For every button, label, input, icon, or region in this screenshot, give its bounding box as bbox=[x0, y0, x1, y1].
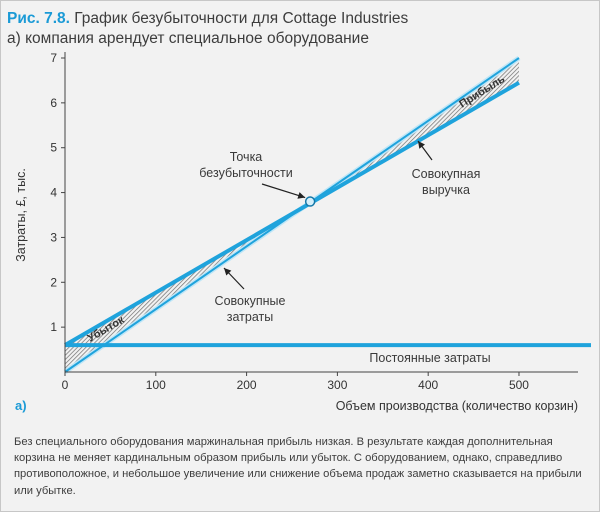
break-even-arrow-head bbox=[297, 192, 306, 199]
break-even-label-line-0: Точка bbox=[230, 150, 263, 164]
x-tick-label-400: 400 bbox=[418, 378, 438, 392]
y-tick-label-6: 6 bbox=[50, 96, 57, 110]
total-cost-label-line-1: затраты bbox=[227, 310, 273, 324]
y-tick-label-1: 1 bbox=[50, 320, 57, 334]
x-tick-label-200: 200 bbox=[237, 378, 257, 392]
figure-title-line: Рис. 7.8. График безубыточности для Cott… bbox=[7, 9, 593, 29]
total-cost-arrow-head bbox=[224, 268, 232, 276]
y-tick-label-7: 7 bbox=[50, 51, 57, 65]
revenue-arrow-head bbox=[418, 141, 425, 149]
total-cost-arrow bbox=[223, 267, 245, 290]
y-tick-label-2: 2 bbox=[50, 275, 57, 289]
x-tick-label-100: 100 bbox=[146, 378, 166, 392]
break-even-point bbox=[304, 196, 316, 207]
subfigure-label: а) bbox=[15, 398, 27, 413]
revenue-arrow bbox=[417, 140, 433, 161]
revenue-label-line-1: выручка bbox=[422, 183, 470, 197]
y-axis-label: Затраты, £, тыс. bbox=[14, 168, 28, 262]
revenue-label-line-0: Совокупная bbox=[412, 167, 481, 181]
fixed-cost-label: Постоянные затраты bbox=[369, 351, 490, 365]
y-tick-label-4: 4 bbox=[50, 186, 57, 200]
figure-subtitle: а) компания арендует специальное оборудо… bbox=[7, 30, 369, 47]
total-cost-line bbox=[63, 80, 520, 347]
x-tick-label-500: 500 bbox=[509, 378, 529, 392]
y-tick-label-5: 5 bbox=[50, 141, 57, 155]
figure-header: Рис. 7.8. График безубыточности для Cott… bbox=[7, 9, 593, 49]
break-even-arrow bbox=[261, 183, 306, 199]
break-even-arrow-shaft bbox=[261, 183, 306, 199]
x-tick-label-300: 300 bbox=[327, 378, 347, 392]
y-tick-label-3: 3 bbox=[50, 230, 57, 244]
total-cost-label-line-0: Совокупные bbox=[215, 294, 286, 308]
break-even-label-line-1: безубыточности bbox=[199, 166, 292, 180]
figure-caption: Без специального оборудования маржинальн… bbox=[14, 436, 582, 497]
figure-label: Рис. 7.8. bbox=[7, 10, 70, 27]
x-axis-label: Объем производства (количество корзин) bbox=[336, 399, 578, 413]
figure-title: График безубыточности для Cottage Indust… bbox=[74, 10, 409, 27]
x-tick-label-0: 0 bbox=[62, 378, 69, 392]
